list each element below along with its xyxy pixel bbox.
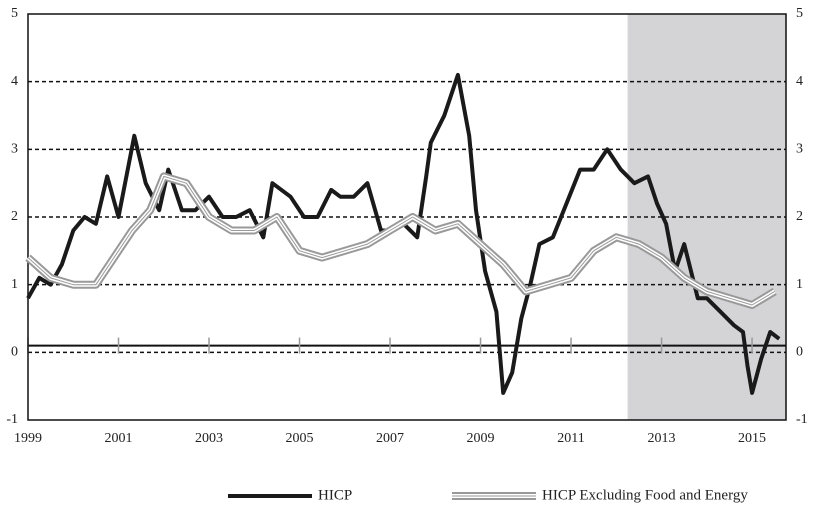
y2-tick-label: 0 — [796, 345, 803, 360]
y-tick-label: 5 — [11, 6, 18, 21]
x-tick-label: 2005 — [286, 431, 314, 446]
x-tick-label: 2003 — [195, 431, 223, 446]
y-tick-label: 3 — [11, 142, 18, 157]
legend-label: HICP Excluding Food and Energy — [542, 487, 748, 503]
y-tick-label: 4 — [11, 74, 18, 89]
x-tick-label: 2001 — [105, 431, 133, 446]
y2-tick-label: 1 — [796, 277, 803, 292]
y-tick-label: 2 — [11, 209, 18, 224]
line-core — [27, 175, 775, 306]
y2-tick-label: 4 — [796, 74, 803, 89]
plot-frame — [27, 13, 787, 421]
y2-tick-label: 2 — [796, 209, 803, 224]
x-tick-label: 2015 — [738, 431, 766, 446]
y2-tick-label: -1 — [796, 412, 808, 427]
y-tick-label: 1 — [11, 277, 18, 292]
x-tick-label: 1999 — [14, 431, 42, 446]
x-tick-label: 2009 — [467, 431, 495, 446]
y2-tick-label: 3 — [796, 142, 803, 157]
y2-tick-label: 5 — [796, 6, 803, 21]
y-tick-label: 0 — [11, 345, 18, 360]
x-tick-label: 2013 — [648, 431, 676, 446]
x-tick-label: 2007 — [376, 431, 404, 446]
y-tick-label: -1 — [6, 412, 18, 427]
legend-label: HICP — [318, 487, 352, 503]
x-tick-label: 2011 — [557, 431, 584, 446]
